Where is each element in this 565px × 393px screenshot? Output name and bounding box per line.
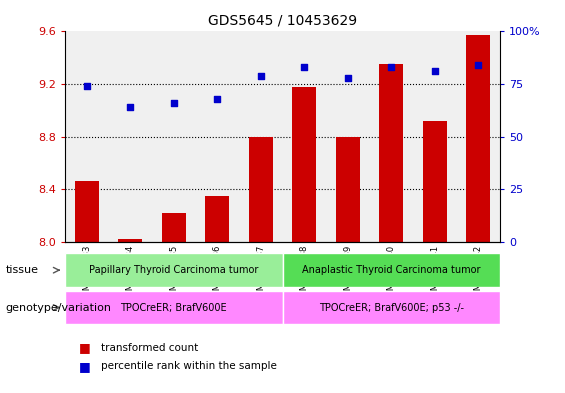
Text: GDS5645 / 10453629: GDS5645 / 10453629 [208, 14, 357, 28]
Text: ■: ■ [79, 341, 91, 354]
Text: genotype/variation: genotype/variation [6, 303, 112, 312]
Bar [423, 121, 447, 242]
Point [473, 62, 483, 68]
Bar [65, 253, 282, 287]
Bar [75, 181, 99, 242]
Point [212, 95, 221, 102]
Bar [249, 136, 273, 242]
Text: TPOCreER; BrafV600E; p53 -/-: TPOCreER; BrafV600E; p53 -/- [319, 303, 464, 312]
Text: Anaplastic Thyroid Carcinoma tumor: Anaplastic Thyroid Carcinoma tumor [302, 265, 480, 275]
Point [299, 64, 308, 70]
Bar [282, 253, 500, 287]
Bar [379, 64, 403, 242]
Point [343, 75, 352, 81]
Bar [282, 291, 500, 324]
Point [256, 72, 265, 79]
Point [169, 100, 178, 106]
Text: percentile rank within the sample: percentile rank within the sample [101, 361, 276, 371]
Point [386, 64, 396, 70]
Point [82, 83, 92, 89]
Bar [205, 196, 229, 242]
Bar [162, 213, 186, 242]
Point [430, 68, 439, 75]
Bar [466, 35, 490, 242]
Text: transformed count: transformed count [101, 343, 198, 353]
Bar [292, 86, 316, 242]
Text: TPOCreER; BrafV600E: TPOCreER; BrafV600E [120, 303, 227, 312]
Text: Papillary Thyroid Carcinoma tumor: Papillary Thyroid Carcinoma tumor [89, 265, 258, 275]
Text: tissue: tissue [6, 265, 38, 275]
Bar [336, 136, 360, 242]
Point [125, 104, 134, 110]
Bar [65, 291, 282, 324]
Text: ■: ■ [79, 360, 91, 373]
Bar [118, 239, 142, 242]
